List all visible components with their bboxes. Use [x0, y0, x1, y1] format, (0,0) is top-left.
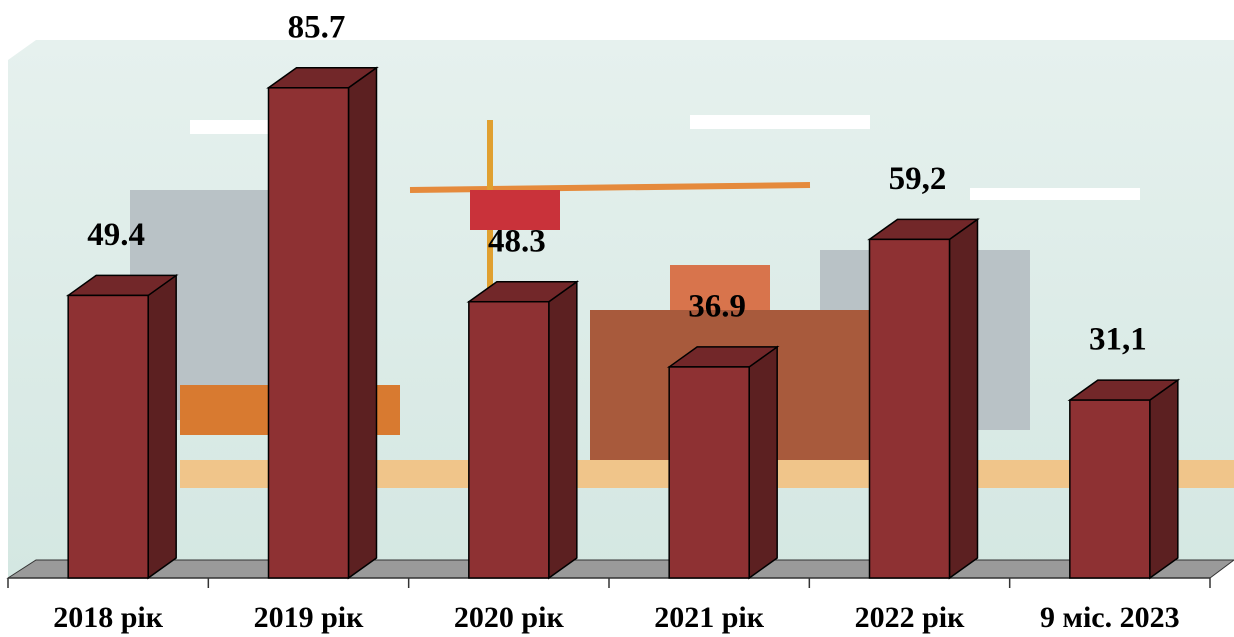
bar-side: [147, 273, 177, 580]
x-tick-label: 9 міс. 2023: [1040, 601, 1180, 634]
x-tick-label: 2019 рік: [254, 601, 365, 634]
bar: [868, 238, 951, 579]
value-label: 59,2: [889, 161, 947, 197]
x-tick-label: 2018 рік: [53, 601, 164, 634]
x-tick-label: 2022 рік: [855, 601, 966, 634]
bar: [468, 300, 550, 579]
value-label: 49.4: [87, 217, 145, 253]
bar: [67, 294, 149, 579]
bar: [1069, 399, 1151, 579]
bar-side: [1149, 378, 1179, 580]
x-tick-label: 2021 рік: [654, 601, 765, 634]
bar-side: [548, 280, 578, 580]
value-label: 85.7: [288, 9, 346, 45]
x-tick-label: 2020 рік: [454, 601, 565, 634]
value-label: 31,1: [1089, 322, 1147, 358]
background-scene: [8, 40, 1234, 578]
bar: [668, 366, 750, 579]
value-label: 36.9: [688, 289, 746, 325]
floor: [6, 559, 1234, 579]
value-label: 48.3: [488, 223, 546, 259]
bar-side: [347, 66, 378, 580]
bar-side: [948, 217, 979, 580]
bar-side: [748, 345, 778, 580]
bar: [267, 87, 350, 579]
